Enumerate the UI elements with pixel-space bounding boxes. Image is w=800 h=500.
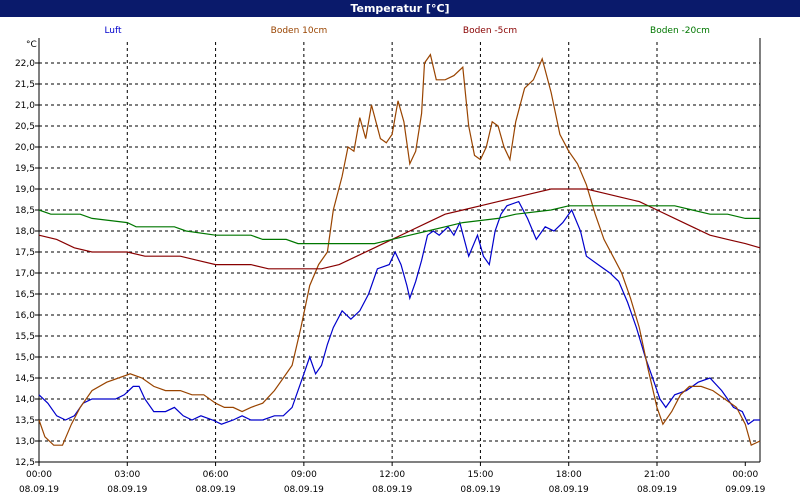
y-tick-label: 19,0 — [15, 185, 35, 195]
y-tick-label: 19,5 — [15, 164, 35, 174]
legend-item: Luft — [104, 26, 122, 36]
y-tick-label: 21,0 — [15, 101, 35, 111]
x-tick-time-label: 21:00 — [644, 470, 670, 480]
x-tick-time-label: 06:00 — [203, 470, 229, 480]
x-tick-date-label: 08.09.19 — [284, 485, 324, 495]
y-tick-label: 14,0 — [15, 395, 35, 405]
x-tick-date-label: 08.09.19 — [19, 485, 59, 495]
y-tick-label: 22,0 — [15, 59, 35, 69]
y-axis-label: °C — [26, 40, 37, 50]
x-tick-time-label: 00:00 — [732, 470, 758, 480]
series-line-boden-5cm — [38, 188, 761, 270]
legend-item: Boden -5cm — [462, 26, 518, 36]
x-tick-time-label: 15:00 — [467, 470, 493, 480]
legend-item: Boden -20cm — [650, 26, 710, 36]
y-tick-label: 15,5 — [15, 332, 35, 342]
legend-item: Boden 10cm — [270, 26, 328, 36]
y-tick-label: 14,5 — [15, 374, 35, 384]
series-line-boden-20cm — [38, 205, 760, 245]
y-tick-label: 15,0 — [15, 353, 35, 363]
x-tick-date-label: 08.09.19 — [196, 485, 236, 495]
x-tick-time-label: 00:00 — [26, 470, 52, 480]
series-line-luft — [38, 200, 760, 426]
x-tick-time-label: 03:00 — [114, 470, 140, 480]
x-tick-time-label: 18:00 — [556, 470, 582, 480]
x-tick-time-label: 12:00 — [379, 470, 405, 480]
y-tick-label: 13,0 — [15, 437, 35, 447]
y-tick-label: 20,0 — [15, 143, 35, 153]
x-tick-date-label: 08.09.19 — [372, 485, 412, 495]
x-tick-time-label: 09:00 — [291, 470, 317, 480]
y-tick-label: 16,5 — [15, 290, 35, 300]
y-tick-label: 18,0 — [15, 227, 35, 237]
x-tick-date-label: 08.09.19 — [107, 485, 147, 495]
y-tick-label: 21,5 — [15, 80, 35, 90]
y-tick-label: 17,0 — [15, 269, 35, 279]
series-line-boden-10cm — [38, 53, 761, 447]
x-tick-date-label: 08.09.19 — [549, 485, 589, 495]
y-tick-label: 17,5 — [15, 248, 35, 258]
y-tick-label: 13,5 — [15, 416, 35, 426]
y-tick-label: 20,5 — [15, 122, 35, 132]
x-tick-date-label: 08.09.19 — [460, 485, 500, 495]
y-tick-label: 12,5 — [15, 458, 35, 468]
x-tick-date-label: 09.09.19 — [725, 485, 765, 495]
x-tick-date-label: 08.09.19 — [637, 485, 677, 495]
chart-title: Temperatur [°C] — [0, 0, 800, 17]
y-tick-label: 16,0 — [15, 311, 35, 321]
y-tick-label: 18,5 — [15, 206, 35, 216]
